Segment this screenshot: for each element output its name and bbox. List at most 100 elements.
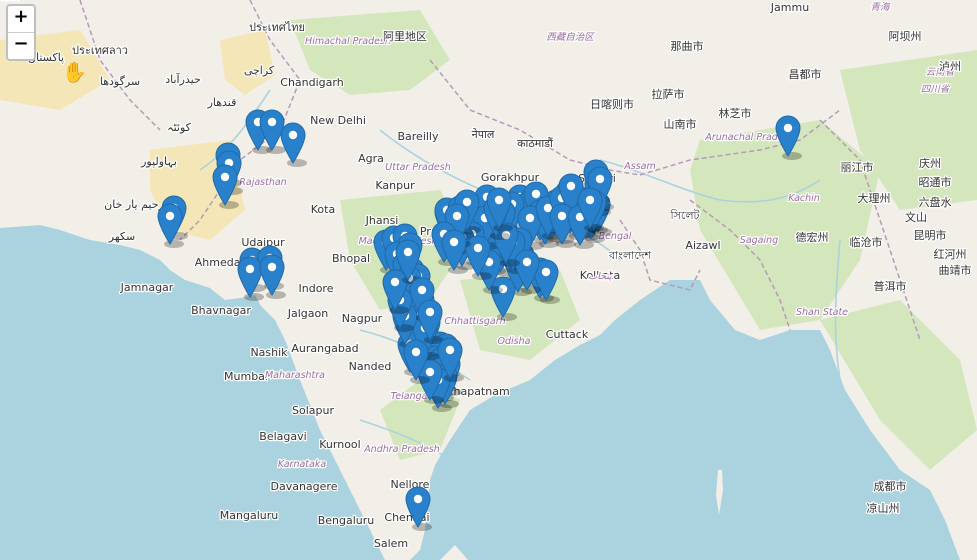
map-label: काठमाडौं — [517, 137, 553, 150]
map-label: Indore — [299, 282, 334, 295]
map-label: پاکستان — [28, 51, 64, 64]
map-label: 普洱市 — [874, 279, 907, 293]
map-label: 德宏州 — [796, 230, 829, 244]
map-label: 庆州 — [919, 156, 941, 170]
map-marker-icon[interactable] — [395, 239, 422, 284]
map-marker-icon[interactable] — [493, 222, 520, 267]
map-label: پنجاب — [588, 271, 612, 282]
map-label: Jalgaon — [287, 307, 328, 320]
map-label: Aurangabad — [291, 342, 358, 355]
map-label: Bengal — [599, 231, 632, 242]
map-label: 林芝市 — [719, 106, 752, 120]
map-label: Udaipur — [241, 236, 285, 249]
map-marker-icon[interactable] — [212, 164, 239, 209]
map-label: رحیم یار خان — [104, 198, 164, 211]
map-label: 六盘水 — [919, 195, 952, 209]
map-label: Cuttack — [546, 328, 589, 341]
map-marker-icon[interactable] — [403, 339, 430, 384]
map-marker-icon[interactable] — [441, 229, 468, 274]
map-label: Mumbai — [224, 370, 268, 383]
map-label: 昭通市 — [919, 175, 952, 189]
map-marker-icon[interactable] — [577, 187, 604, 232]
map-label: 泸州 — [939, 60, 961, 73]
map-marker-icon[interactable] — [405, 486, 432, 531]
map-label: 文山 — [905, 210, 927, 224]
map-label: حیدرآباد — [165, 72, 201, 86]
map-label: Maharashtra — [265, 370, 325, 381]
map-marker-icon[interactable] — [417, 299, 444, 344]
map-label: Jamnagar — [120, 281, 174, 294]
map-label: 那曲市 — [671, 39, 704, 53]
map-label: 四川省 — [921, 84, 951, 95]
map-label: 云南省 — [926, 67, 956, 78]
map-label: Mangaluru — [220, 509, 278, 522]
map-marker-icon[interactable] — [382, 269, 409, 314]
map-label: Kurnool — [319, 438, 360, 451]
map-label: بہاولپور — [140, 155, 177, 168]
map-marker-icon[interactable] — [437, 337, 464, 382]
map-label: Assam — [623, 161, 655, 172]
map-label: 成都市 — [874, 479, 907, 493]
marker-layer — [157, 109, 802, 531]
map-label: 昌都市 — [789, 67, 822, 81]
map-label: Kolkata — [580, 269, 620, 282]
map-label: Solapur — [292, 404, 334, 417]
map-label: Andhra Pradesh — [363, 444, 440, 455]
map-marker-icon[interactable] — [486, 187, 513, 232]
map-marker-icon[interactable] — [775, 115, 802, 160]
map-label: Bhopal — [332, 252, 370, 265]
map-label: Belagavi — [259, 430, 306, 443]
map-marker-icon[interactable] — [259, 254, 286, 299]
map-label: Uttar Pradesh — [385, 162, 450, 173]
map-label: کوئٹہ — [167, 121, 192, 134]
map-label: Kolkata — [0, 0, 20, 3]
zoom-in-button[interactable]: + — [13, 6, 29, 27]
map-label: 临沧市 — [850, 235, 883, 249]
map-label: नेपाल — [472, 128, 495, 141]
hand-cursor-icon: ✋ — [62, 60, 87, 84]
map-label: Kachin — [788, 193, 820, 204]
borders-layer — [79, 0, 921, 341]
map-label: 青海 — [870, 2, 891, 13]
map-label: সিলেট — [669, 209, 700, 222]
map-marker-icon[interactable] — [514, 249, 541, 294]
map-label: ประเทศลาว — [72, 44, 128, 57]
map-label: 阿坝州 — [889, 29, 922, 43]
map-label: 丽江市 — [841, 160, 874, 174]
map-label: Sagaing — [740, 235, 778, 246]
map-marker-icon[interactable] — [157, 203, 184, 248]
map-marker-icon[interactable] — [259, 109, 286, 154]
map-label: Kota — [311, 203, 335, 216]
map-label: 凉山州 — [867, 501, 900, 515]
map-label: سرگودھا — [100, 75, 140, 88]
map-label: Himachal Pradesh — [305, 36, 391, 47]
map-label: قندھار — [207, 96, 237, 109]
vegetation-layer — [290, 10, 977, 470]
map-label: 红河州 — [934, 248, 967, 261]
map-label: Bareilly — [397, 130, 439, 143]
zoom-out-button[interactable]: − — [8, 32, 34, 59]
map-label: 大理州 — [858, 191, 891, 205]
map-label: Arunachal Pradesh — [704, 132, 794, 143]
map-label: هلمند ولایت — [0, 0, 23, 3]
map-label: Odisha — [498, 336, 531, 347]
map-label: Nashik — [250, 346, 288, 359]
map-label: 阿里地区 — [383, 30, 427, 43]
map-label: বাংলাদেশ — [608, 249, 652, 262]
map-label: Rajasthan — [239, 177, 286, 188]
map-label: Jhansi — [365, 214, 399, 227]
map-label: Nanded — [349, 360, 392, 373]
map-label: ประเทศไทย — [249, 21, 305, 34]
map-label: Shan State — [796, 307, 848, 318]
map-marker-icon[interactable] — [280, 122, 307, 167]
map-label: 日喀则市 — [590, 97, 634, 111]
map-label: Kanpur — [375, 179, 415, 192]
map-label: 山南市 — [664, 117, 697, 131]
map-label: Bengaluru — [318, 514, 375, 527]
map-label: Aizawl — [685, 239, 720, 252]
map-label: Chandigarh — [280, 76, 343, 89]
map-label: Nagpur — [342, 312, 383, 325]
map-label: Davanagere — [271, 480, 338, 493]
map-marker-icon[interactable] — [465, 235, 492, 280]
